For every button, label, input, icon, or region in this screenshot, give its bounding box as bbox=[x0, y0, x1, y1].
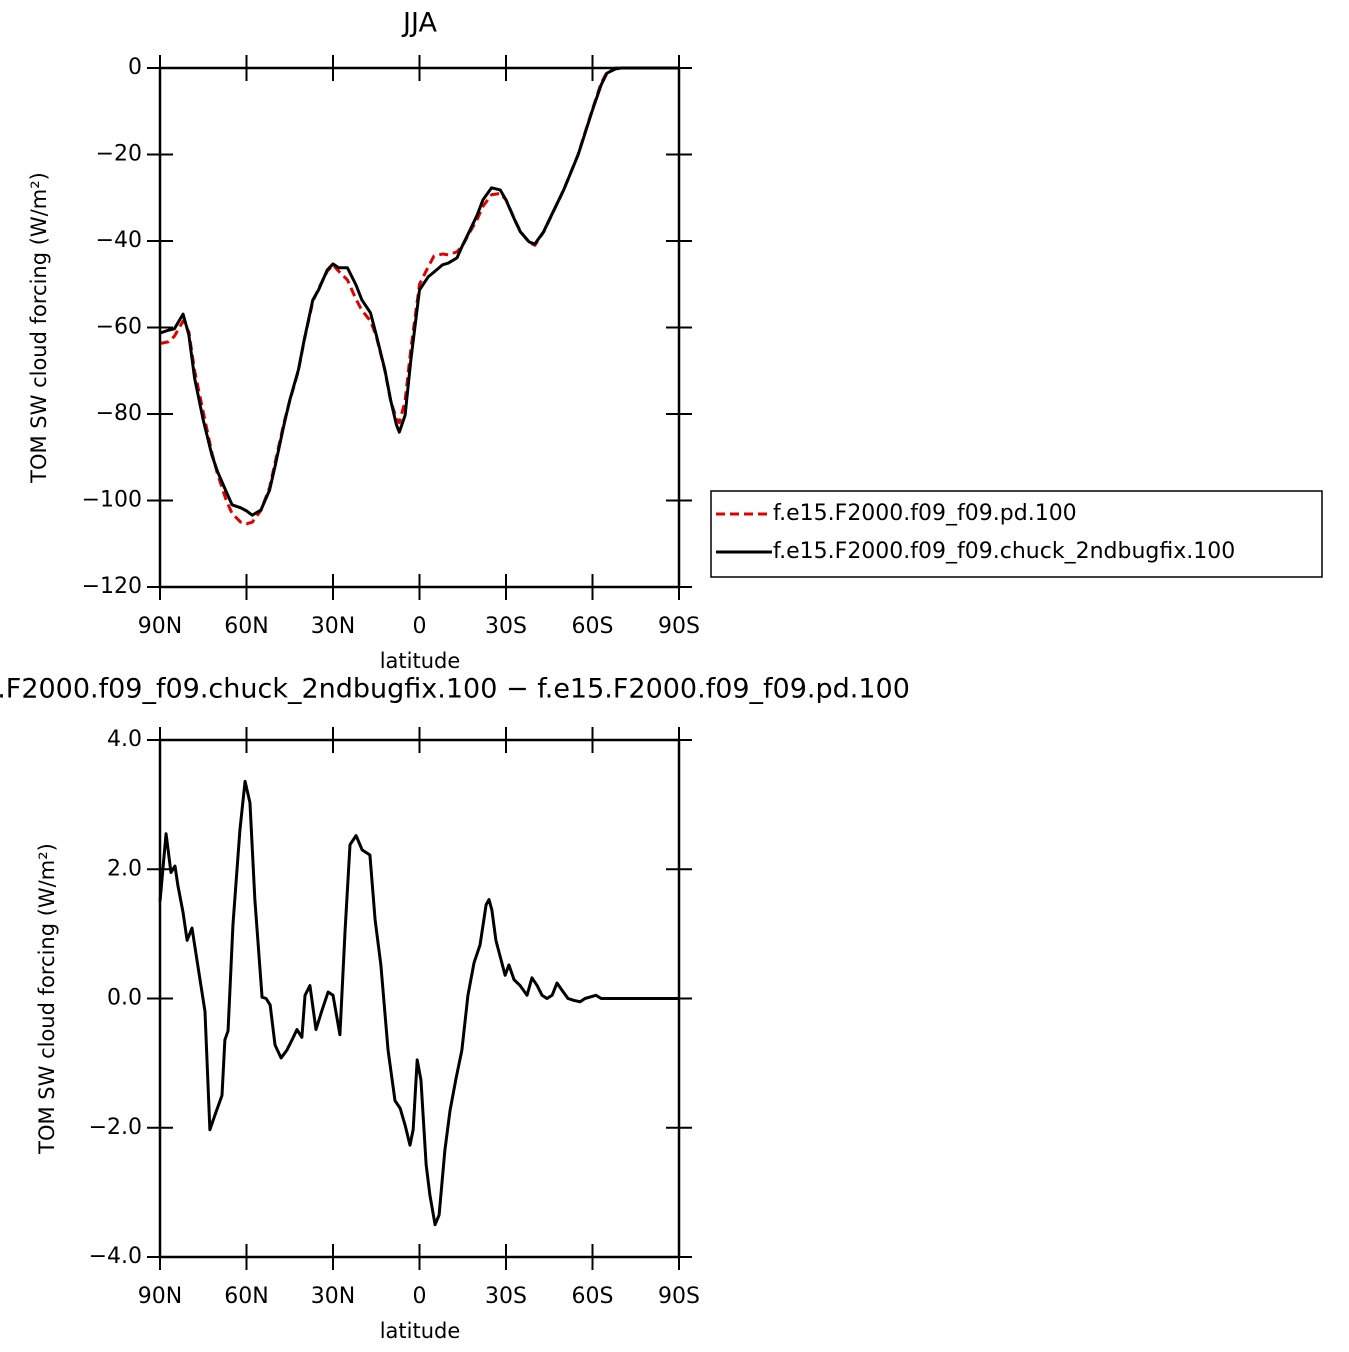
y-tick-label: −40 bbox=[96, 228, 142, 253]
legend-label: f.e15.F2000.f09_f09.pd.100 bbox=[773, 501, 1077, 526]
y-tick-label: 0.0 bbox=[107, 986, 142, 1011]
x-tick-label: 30N bbox=[311, 1284, 355, 1309]
x-tick-label: 30N bbox=[311, 614, 355, 639]
x-tick-label: 90N bbox=[138, 614, 182, 639]
y-tick-label: −20 bbox=[96, 142, 142, 167]
legend-label: f.e15.F2000.f09_f09.chuck_2ndbugfix.100 bbox=[773, 539, 1235, 564]
y-tick-label: −120 bbox=[82, 574, 142, 599]
y-tick-label: −100 bbox=[82, 488, 142, 513]
chart-title: f.e15.F2000.f09_f09.chuck_2ndbugfix.100 … bbox=[0, 674, 910, 705]
x-axis-label: latitude bbox=[380, 649, 461, 673]
x-tick-label: 90S bbox=[658, 1284, 700, 1309]
chart-title: JJA bbox=[401, 8, 437, 39]
data-line bbox=[159, 66, 679, 526]
x-tick-label: 30S bbox=[485, 1284, 527, 1309]
data-line bbox=[159, 66, 679, 517]
x-tick-label: 90S bbox=[658, 614, 700, 639]
plot-frame bbox=[158, 66, 681, 589]
y-tick-label: 4.0 bbox=[107, 727, 142, 752]
y-tick-label: −60 bbox=[96, 315, 142, 340]
x-tick-label: 30S bbox=[485, 614, 527, 639]
x-tick-label: 60N bbox=[224, 614, 268, 639]
x-tick-label: 0 bbox=[413, 1284, 427, 1309]
legend: f.e15.F2000.f09_f09.pd.100 f.e15.F2000.f0… bbox=[710, 490, 1323, 578]
y-axis-label: TOM SW cloud forcing (W/m²) bbox=[27, 172, 51, 484]
y-axis-label: TOM SW cloud forcing (W/m²) bbox=[35, 843, 59, 1155]
plot-frame bbox=[158, 738, 681, 1259]
data-line bbox=[158, 779, 679, 1227]
x-tick-label: 0 bbox=[413, 614, 427, 639]
y-tick-label: 0 bbox=[128, 55, 142, 80]
y-tick-label: 2.0 bbox=[107, 856, 142, 881]
x-tick-label: 60S bbox=[572, 614, 614, 639]
y-tick-label: −4.0 bbox=[89, 1244, 142, 1269]
x-tick-label: 60N bbox=[224, 1284, 268, 1309]
x-tick-label: 60S bbox=[572, 1284, 614, 1309]
y-tick-label: −80 bbox=[96, 401, 142, 426]
y-tick-label: −2.0 bbox=[89, 1115, 142, 1140]
legend-box bbox=[710, 490, 1323, 578]
x-axis-label: latitude bbox=[380, 1319, 461, 1343]
x-tick-label: 90N bbox=[138, 1284, 182, 1309]
